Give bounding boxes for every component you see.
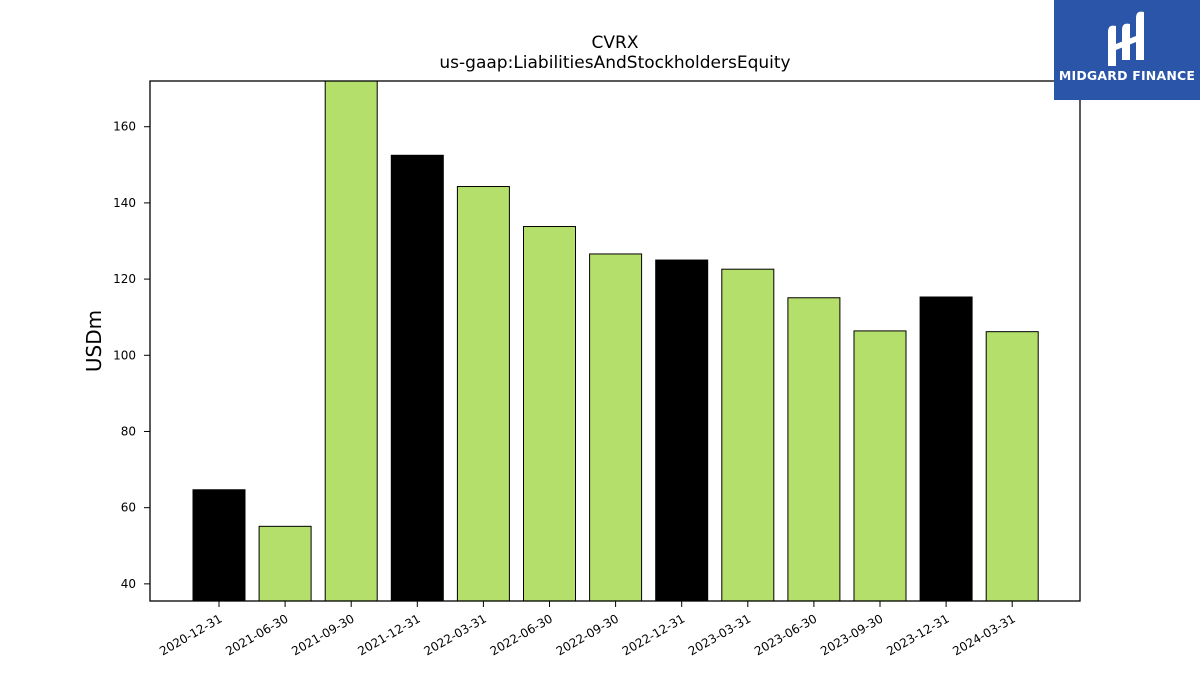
x-tick-label: 2021-06-30 xyxy=(223,611,290,658)
x-tick-label: 2023-03-31 xyxy=(686,611,753,658)
x-tick-label: 2020-12-31 xyxy=(157,611,224,658)
y-axis-label: USDm xyxy=(82,310,106,372)
bar-2020-12-31 xyxy=(192,489,246,602)
x-tick-label: 2021-12-31 xyxy=(355,611,422,658)
plot-area-frame xyxy=(149,80,1081,602)
x-tick-label: 2022-09-30 xyxy=(554,611,621,658)
x-tick-label: 2023-09-30 xyxy=(818,611,885,658)
bar-2021-09-30 xyxy=(324,80,378,602)
bar-2021-12-31 xyxy=(390,154,444,602)
x-tick-label: 2022-03-31 xyxy=(421,611,488,658)
bar-2022-12-31 xyxy=(655,259,709,602)
x-tick-label: 2022-12-31 xyxy=(620,611,687,658)
bar-2022-03-31 xyxy=(456,186,510,602)
bar-2022-06-30 xyxy=(523,226,576,602)
y-axis-ticks: 40 60 80 100 120 140 160 xyxy=(113,120,150,591)
bar-2022-09-30 xyxy=(589,253,643,602)
x-tick-label: 2023-12-31 xyxy=(884,611,951,658)
y-tick-label: 40 xyxy=(121,577,136,591)
bar-2024-03-31 xyxy=(985,331,1039,602)
y-tick-label: 160 xyxy=(113,120,136,134)
y-tick-label: 60 xyxy=(121,501,136,515)
x-tick-label: 2024-03-31 xyxy=(950,611,1017,658)
bar-2023-12-31 xyxy=(919,296,973,602)
chart-subtitle: us-gaap:LiabilitiesAndStockholdersEquity xyxy=(439,53,790,73)
bar-2021-06-30 xyxy=(258,525,312,602)
bar-2023-03-31 xyxy=(721,268,775,602)
x-tick-label: 2022-06-30 xyxy=(488,611,555,658)
brand-logo: MIDGARD FINANCE xyxy=(1054,0,1200,100)
bar-2023-06-30 xyxy=(787,297,841,602)
chart-title: CVRX xyxy=(592,33,639,53)
y-tick-label: 120 xyxy=(113,272,136,286)
x-axis-ticks: 2020-12-312021-06-302021-09-302021-12-31… xyxy=(157,601,1018,658)
y-tick-label: 140 xyxy=(113,196,136,210)
x-tick-label: 2023-06-30 xyxy=(752,611,819,658)
midgard-logo-icon xyxy=(1108,11,1144,67)
y-tick-label: 80 xyxy=(121,424,136,438)
bar-2023-09-30 xyxy=(853,330,907,602)
x-tick-label: 2021-09-30 xyxy=(289,611,356,658)
bars-group xyxy=(192,80,1039,602)
brand-name: MIDGARD FINANCE xyxy=(1058,68,1196,83)
y-tick-label: 100 xyxy=(113,348,136,362)
